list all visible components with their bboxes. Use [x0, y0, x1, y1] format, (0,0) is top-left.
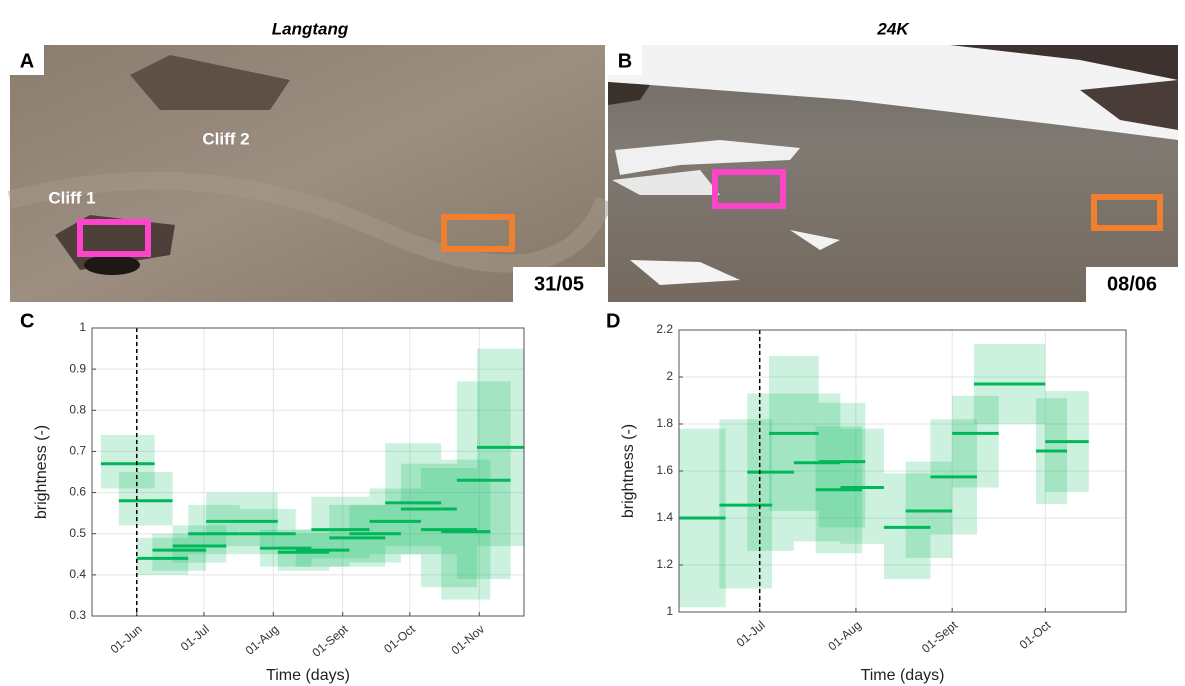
plot-marks: [100, 348, 524, 600]
photo-a: [7, 45, 614, 302]
annotation: Cliff 1: [48, 188, 95, 207]
axes-box: [678, 329, 1127, 613]
photo-b: [608, 45, 1178, 302]
y-tick-label: 0.8: [69, 402, 86, 416]
y-tick-label: 0.4: [69, 567, 86, 581]
photo-title: 24K: [876, 19, 910, 38]
photo-date: 08/06: [1107, 273, 1157, 295]
y-tick-label: 1: [666, 604, 673, 618]
y-tick-label: 0.6: [69, 485, 86, 499]
x-tick-label: 01-Jun: [108, 622, 145, 656]
y-tick-label: 1.8: [656, 416, 673, 430]
axes-box: [91, 327, 525, 617]
y-tick-label: 0.7: [69, 444, 86, 458]
range-box: [100, 434, 155, 489]
range-box: [136, 537, 189, 575]
y-tick-label: 1.6: [656, 463, 673, 477]
photo-date: 31/05: [534, 273, 584, 295]
x-tick-label: 01-Jul: [178, 622, 212, 654]
x-axis-label: Time (days): [266, 667, 350, 684]
y-axis-label: brightness (-): [620, 424, 637, 518]
y-tick-label: 0.9: [69, 361, 86, 375]
range-box: [818, 402, 866, 528]
x-tick-label: 01-Nov: [449, 622, 488, 658]
panel-label: A: [20, 50, 34, 72]
y-axis-label: brightness (-): [33, 425, 50, 519]
range-box: [311, 496, 370, 559]
x-tick-label: 01-Aug: [825, 618, 864, 654]
x-tick-label: 01-Oct: [381, 622, 418, 656]
x-tick-label: 01-Jul: [734, 618, 768, 650]
x-axis-label: Time (days): [861, 667, 945, 684]
y-tick-label: 2: [666, 369, 673, 383]
y-tick-label: 0.5: [69, 526, 86, 540]
plot-area: [92, 328, 524, 616]
y-tick-label: 2.2: [656, 322, 673, 336]
range-box: [421, 467, 477, 588]
x-tick-label: 01-Aug: [243, 622, 282, 658]
x-tick-label: 01-Sept: [919, 618, 961, 656]
y-tick-label: 1: [79, 320, 86, 334]
range-box: [118, 472, 173, 526]
range-box: [952, 395, 999, 488]
range-box: [206, 492, 278, 547]
annotation: Cliff 2: [202, 129, 249, 148]
panel-label: C: [20, 310, 34, 332]
panel-label: D: [606, 310, 620, 332]
y-tick-label: 0.3: [69, 608, 86, 622]
range-box: [329, 504, 386, 567]
y-tick-label: 1.2: [656, 557, 673, 571]
x-tick-label: 01-Oct: [1017, 618, 1054, 652]
plot-marks: [679, 344, 1089, 608]
photo-title: Langtang: [272, 19, 349, 38]
x-tick-label: 01-Sept: [309, 622, 351, 660]
range-box: [152, 533, 207, 571]
range-box: [172, 525, 227, 563]
y-tick-label: 1.4: [656, 510, 673, 524]
range-box: [793, 393, 841, 542]
panel-label: B: [618, 50, 632, 72]
